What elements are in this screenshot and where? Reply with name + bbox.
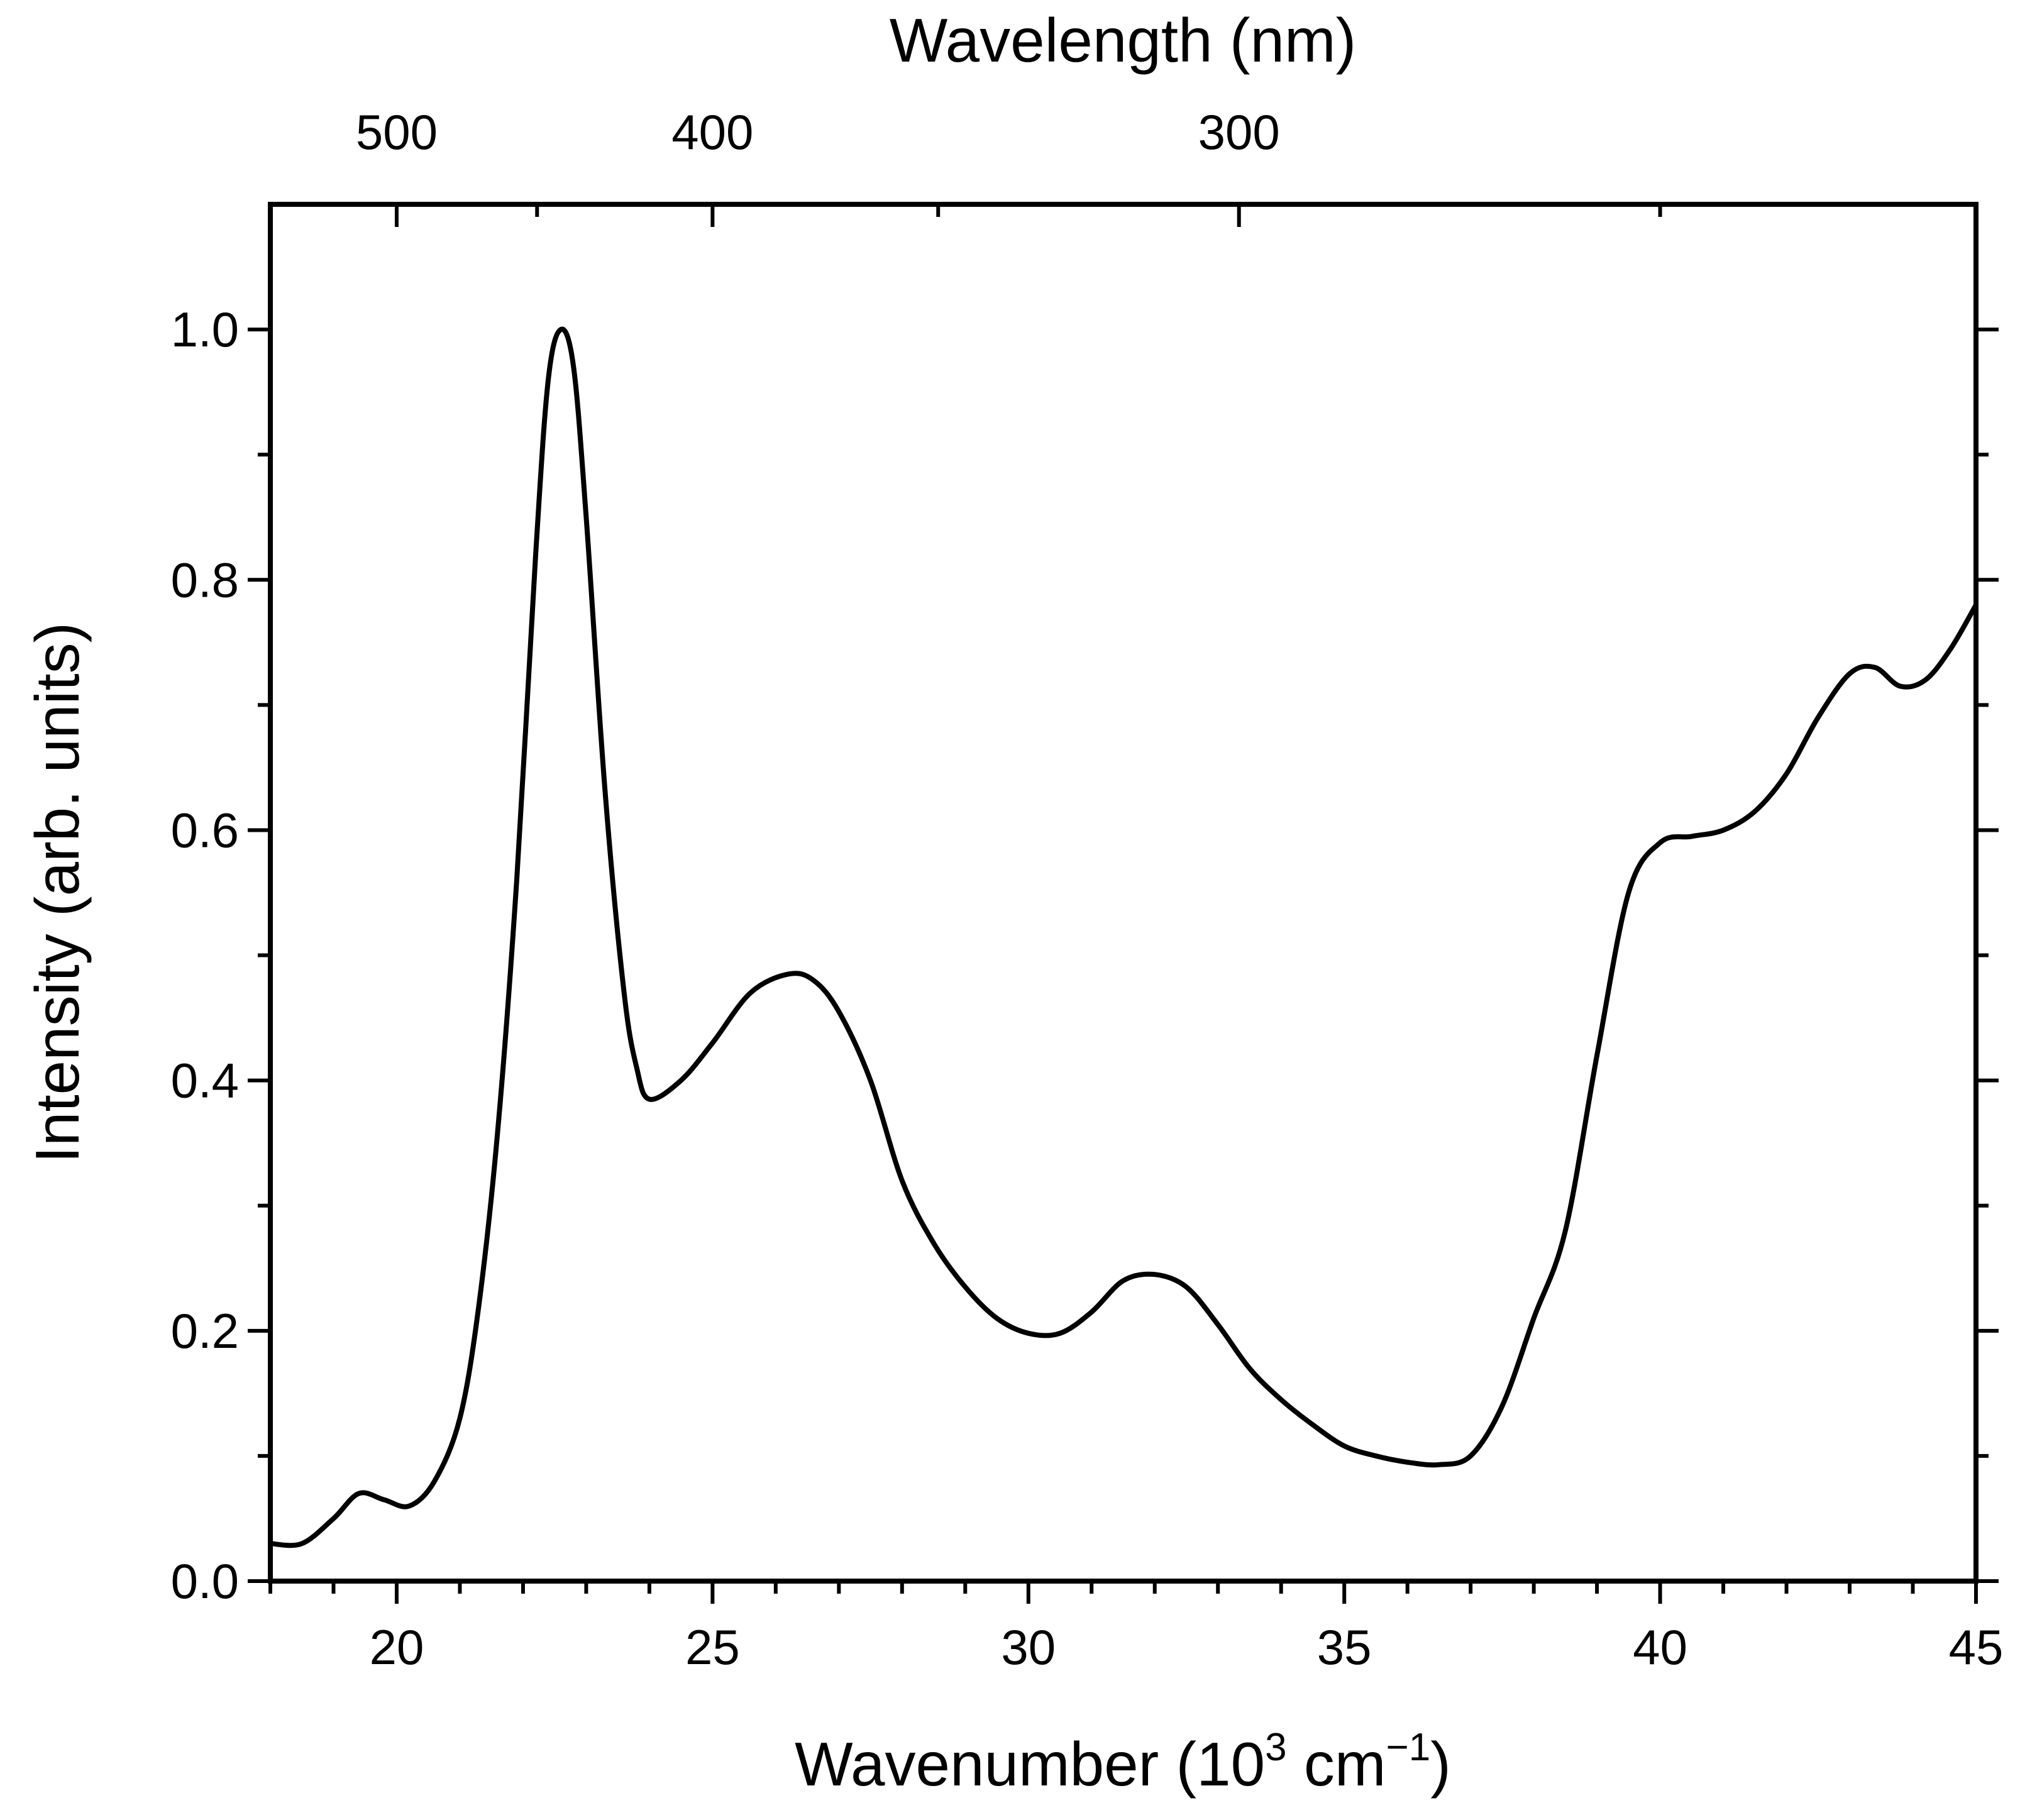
x-tick-label: 20 (370, 1619, 424, 1675)
x-axis-title-mid: cm (1287, 1729, 1386, 1799)
x-axis-title-end: ) (1430, 1729, 1451, 1799)
spectrum-line (268, 326, 1979, 1548)
x-tick-label: 35 (1317, 1619, 1372, 1675)
y-tick-label: 0.2 (171, 1303, 239, 1359)
top-tick-label: 300 (1198, 104, 1280, 160)
x-tick-label: 40 (1633, 1619, 1687, 1675)
y-tick-label: 0.0 (171, 1553, 239, 1609)
y-tick-label: 0.8 (171, 552, 239, 607)
y-tick-label: 0.4 (171, 1053, 239, 1108)
x-axis-title-main: Wavenumber (10 (795, 1729, 1265, 1799)
x-axis-title-sup2: −1 (1386, 1726, 1431, 1769)
x-axis-title-sup1: 3 (1265, 1726, 1286, 1769)
y-tick-label: 0.6 (171, 802, 239, 858)
x-tick-label: 45 (1949, 1619, 2004, 1675)
tick-labels: 20 25 30 35 40 45 0.0 0.2 0.4 0.6 0.8 1.0 500 400 300 (171, 104, 2004, 1675)
top-tick-label: 400 (671, 104, 753, 160)
y-axis-title: Intensity (arb. units) (23, 622, 92, 1164)
tick-marks (248, 204, 1999, 1604)
top-axis-title: Wavelength (nm) (890, 6, 1357, 75)
x-tick-label: 25 (685, 1619, 740, 1675)
y-tick-label: 1.0 (171, 302, 239, 357)
plot-frame (268, 202, 1979, 1584)
x-tick-label: 30 (1001, 1619, 1056, 1675)
x-axis-title: Wavenumber (103 cm−1) (795, 1726, 1451, 1799)
top-tick-label: 500 (356, 104, 438, 160)
